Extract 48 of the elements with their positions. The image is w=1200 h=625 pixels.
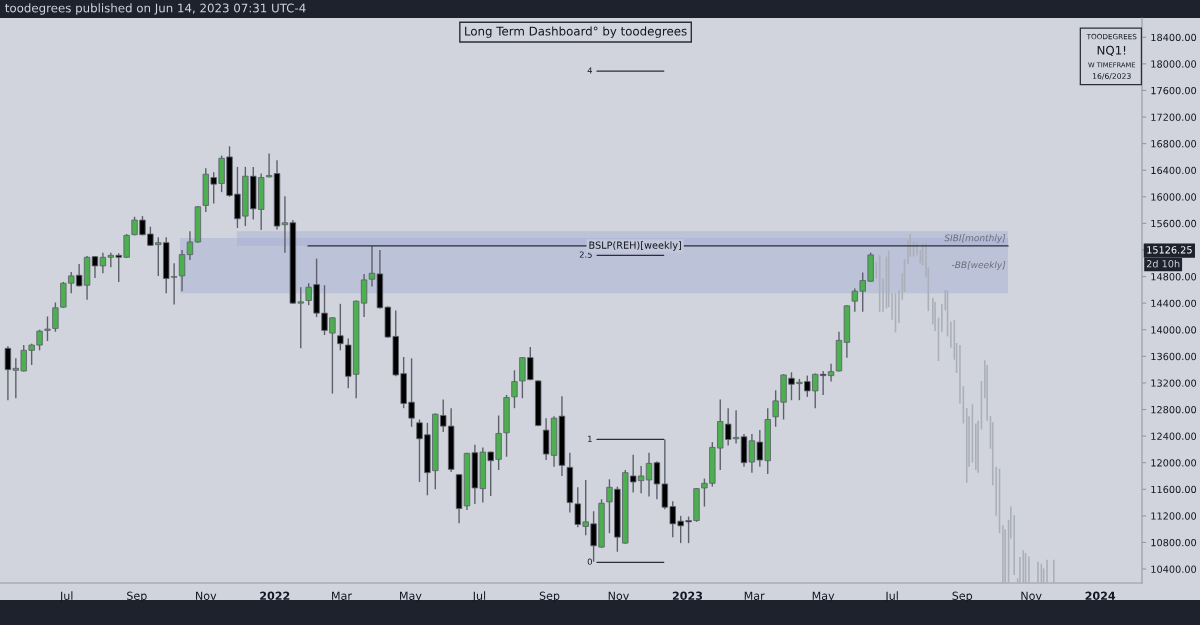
x-tick-label: 2024 (1085, 591, 1116, 600)
x-tick-label: May (812, 591, 835, 603)
text: 2d 10h (1146, 259, 1180, 268)
x-tick-label: Jul (472, 591, 486, 602)
band-label: -BB[weekly] (951, 261, 1006, 270)
y-tick-label: 14800.00 (1151, 273, 1197, 281)
y-tick-label: 16800.00 (1151, 140, 1197, 148)
y-tick-label: 13200.00 (1151, 379, 1197, 387)
candlestick (337, 303, 344, 352)
x-tick-label: Jul (59, 591, 73, 602)
annotation: NQ1! (1097, 45, 1126, 57)
y-tick-label: 12400.00 (1151, 432, 1197, 440)
text: Long Term Dashboard° by toodegrees (465, 26, 687, 38)
y-tick-label: 17600.00 (1151, 86, 1197, 95)
x-tick-label: 2022 (260, 591, 290, 600)
x-tick-label: Nov (1021, 591, 1042, 600)
y-tick-label: 18000.00 (1151, 60, 1197, 68)
text: toodegrees published on Jun 14, 2023 07:31 UTC-4 (5, 3, 306, 15)
y-tick-label: 14000.00 (1151, 326, 1197, 334)
x-tick-label: Jul (884, 591, 898, 602)
y-tick-label: 11200.00 (1151, 512, 1197, 520)
x-tick-label: Sep (952, 591, 973, 603)
y-tick-label: 14400.00 (1151, 299, 1197, 307)
series-label: 1 (588, 435, 592, 442)
series-label: 4 (587, 67, 593, 74)
band-label: SIBI[monthly] (944, 234, 1006, 244)
y-tick-label: 12800.00 (1151, 405, 1197, 414)
x-tick-label: Mar (744, 591, 765, 600)
y-tick-label: 12000.00 (1151, 459, 1197, 467)
y-tick-label: 11600.00 (1151, 485, 1197, 494)
ref-line-label: BSLP(REH)[weekly] (589, 241, 682, 251)
y-tick-label: 16400.00 (1151, 166, 1197, 175)
x-tick-label: May (400, 591, 422, 603)
x-tick-label: Nov (196, 591, 217, 600)
x-tick-label: Nov (608, 591, 629, 600)
x-tick-label: Sep (127, 591, 147, 603)
x-tick-label: Mar (332, 591, 352, 600)
series-label: 0 (587, 558, 592, 565)
x-tick-label: 2023 (672, 591, 703, 600)
x-tick-label: Sep (539, 591, 560, 603)
y-tick-label: 10800.00 (1151, 538, 1197, 547)
y-tick-label: 13600.00 (1151, 352, 1197, 361)
y-tick-label: 10400.00 (1151, 565, 1197, 573)
text: 15126.25 (1147, 246, 1192, 254)
y-tick-label: 17200.00 (1151, 113, 1197, 121)
y-tick-label: 18400.00 (1151, 33, 1197, 42)
y-tick-label: 16000.00 (1151, 193, 1197, 201)
y-tick-label: 15600.00 (1151, 219, 1197, 228)
